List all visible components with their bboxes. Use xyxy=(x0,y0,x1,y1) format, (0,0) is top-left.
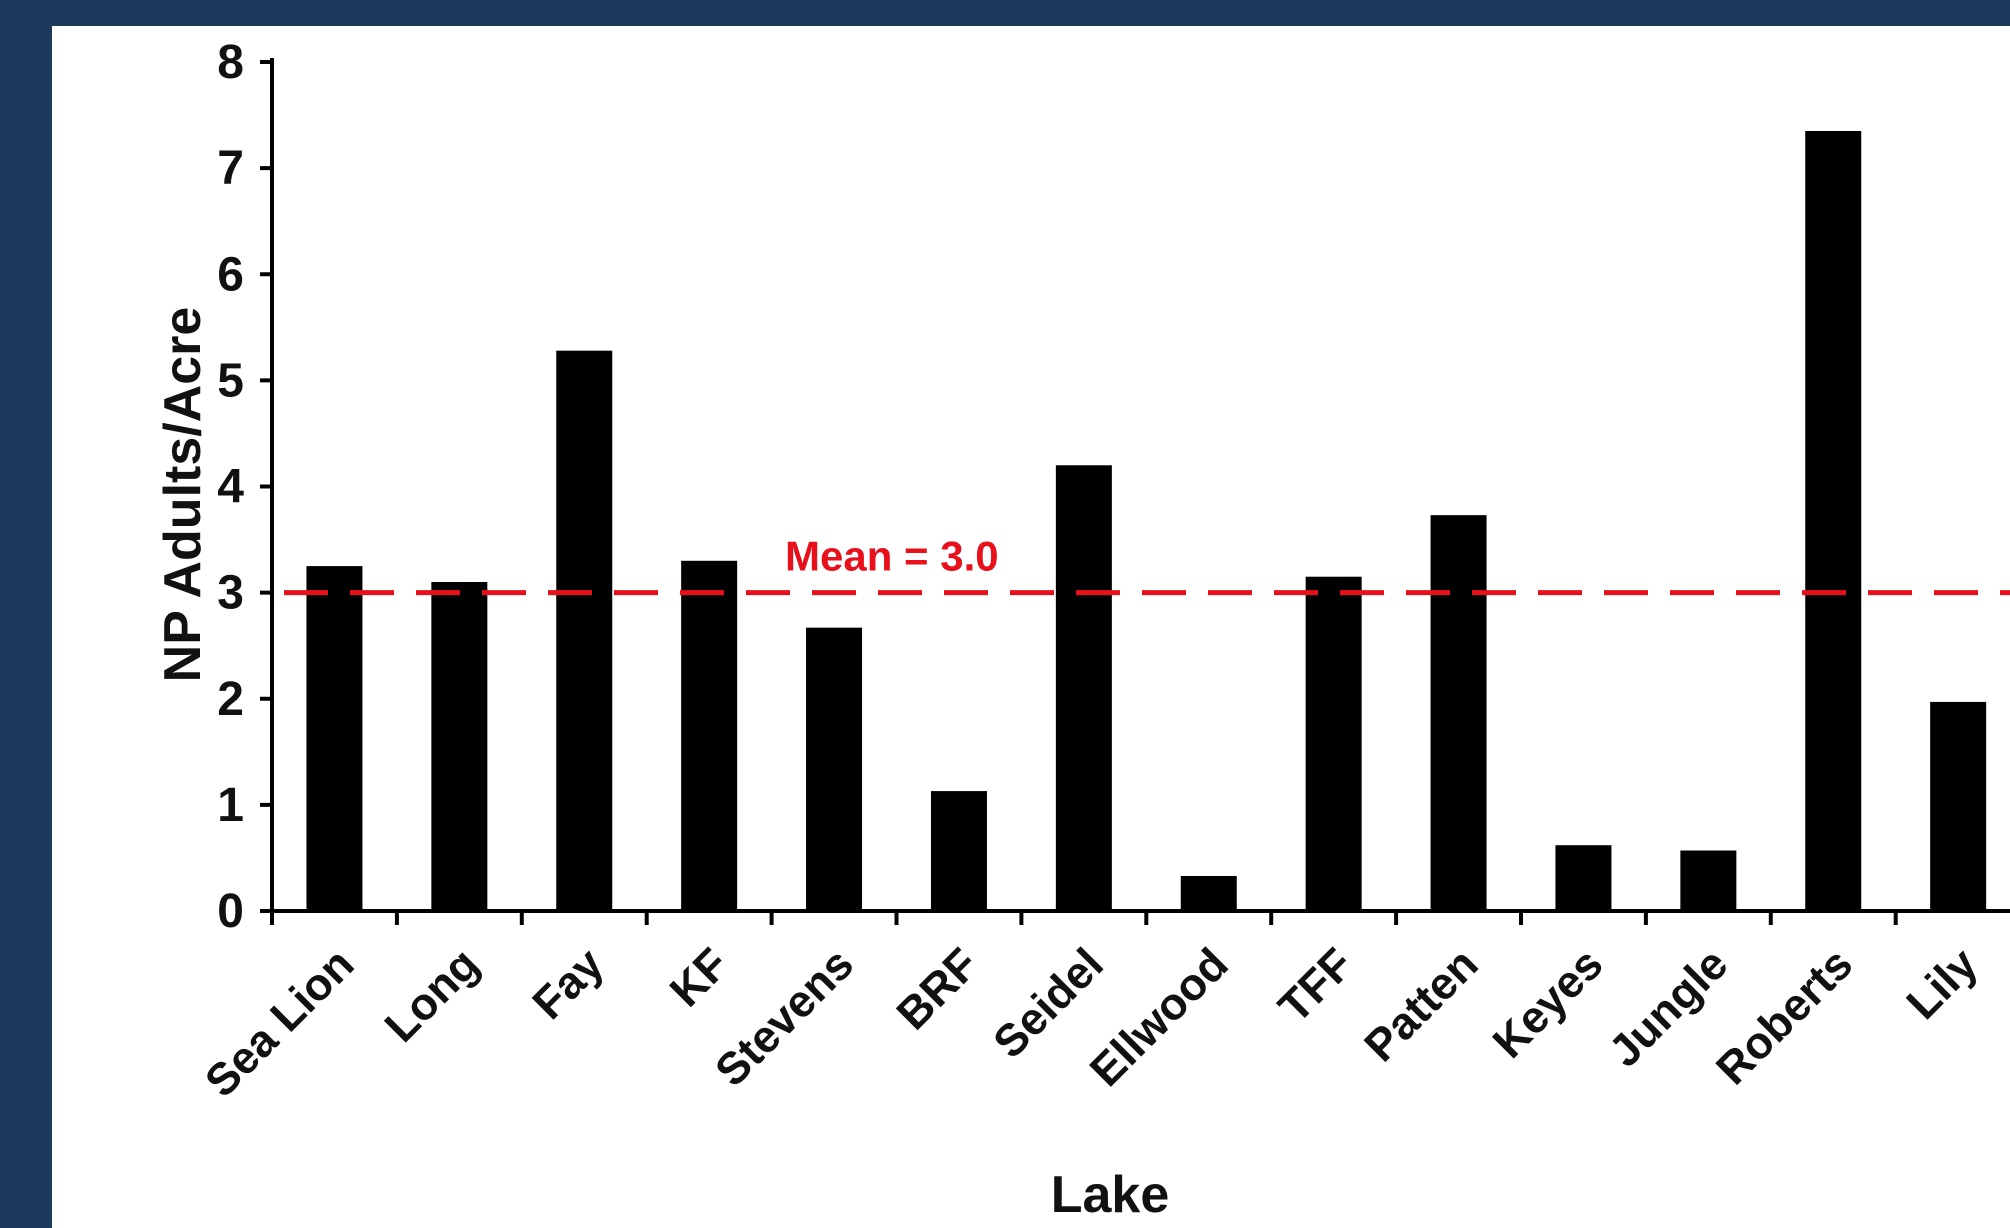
y-tick-label-0: 0 xyxy=(217,885,244,938)
bar-5 xyxy=(806,627,863,911)
bar-8 xyxy=(1180,875,1237,911)
x-tick-label-6: BRF xyxy=(887,938,988,1039)
bar-6 xyxy=(930,791,987,911)
x-tick-label-10: Patten xyxy=(1354,938,1487,1071)
bar-7 xyxy=(1055,465,1112,911)
y-axis-title: NP Adults/Acre xyxy=(154,307,212,683)
x-tick-label-2: Long xyxy=(375,938,489,1052)
y-tick-label-7: 7 xyxy=(217,142,244,195)
bar-10 xyxy=(1430,515,1487,911)
bar-1 xyxy=(306,566,363,911)
y-tick-label-4: 4 xyxy=(217,461,244,514)
y-tick-label-5: 5 xyxy=(217,354,244,407)
y-tick-label-2: 2 xyxy=(217,673,244,726)
y-tick-label-8: 8 xyxy=(217,36,244,89)
x-tick-label-8: Ellwood xyxy=(1080,938,1238,1096)
bar-3 xyxy=(556,350,613,911)
x-tick-label-3: Fay xyxy=(522,938,613,1029)
chart-panel: 0 1 2 3 4 5 6 7 8 Sea Lion Long Fay KF Stevens BRF Seid… xyxy=(52,26,2010,1228)
x-tick-label-9: TFF xyxy=(1268,938,1362,1032)
bar-13 xyxy=(1805,130,1862,911)
x-axis-title: Lake xyxy=(1051,1166,1170,1224)
y-tick-label-3: 3 xyxy=(217,567,244,620)
bar-4 xyxy=(681,560,738,911)
x-tick-label-13: Roberts xyxy=(1706,938,1862,1094)
bar-14 xyxy=(1930,701,1987,911)
x-tick-label-1: Sea Lion xyxy=(195,938,364,1107)
bar-11 xyxy=(1555,845,1612,911)
bar-12 xyxy=(1680,850,1737,911)
bars-group xyxy=(306,130,1987,911)
y-tick-label-6: 6 xyxy=(217,248,244,301)
y-tick-label-1: 1 xyxy=(217,779,244,832)
x-tick-label-5: Stevens xyxy=(705,938,863,1096)
x-tick-label-14: Lily xyxy=(1896,938,1987,1029)
mean-group: Mean = 3.0 xyxy=(284,533,2010,596)
bar-2 xyxy=(431,582,488,911)
x-tick-label-4: KF xyxy=(660,938,738,1016)
bar-9 xyxy=(1305,576,1362,911)
mean-label: Mean = 3.0 xyxy=(785,533,999,580)
x-tick-label-11: Keyes xyxy=(1483,938,1613,1068)
